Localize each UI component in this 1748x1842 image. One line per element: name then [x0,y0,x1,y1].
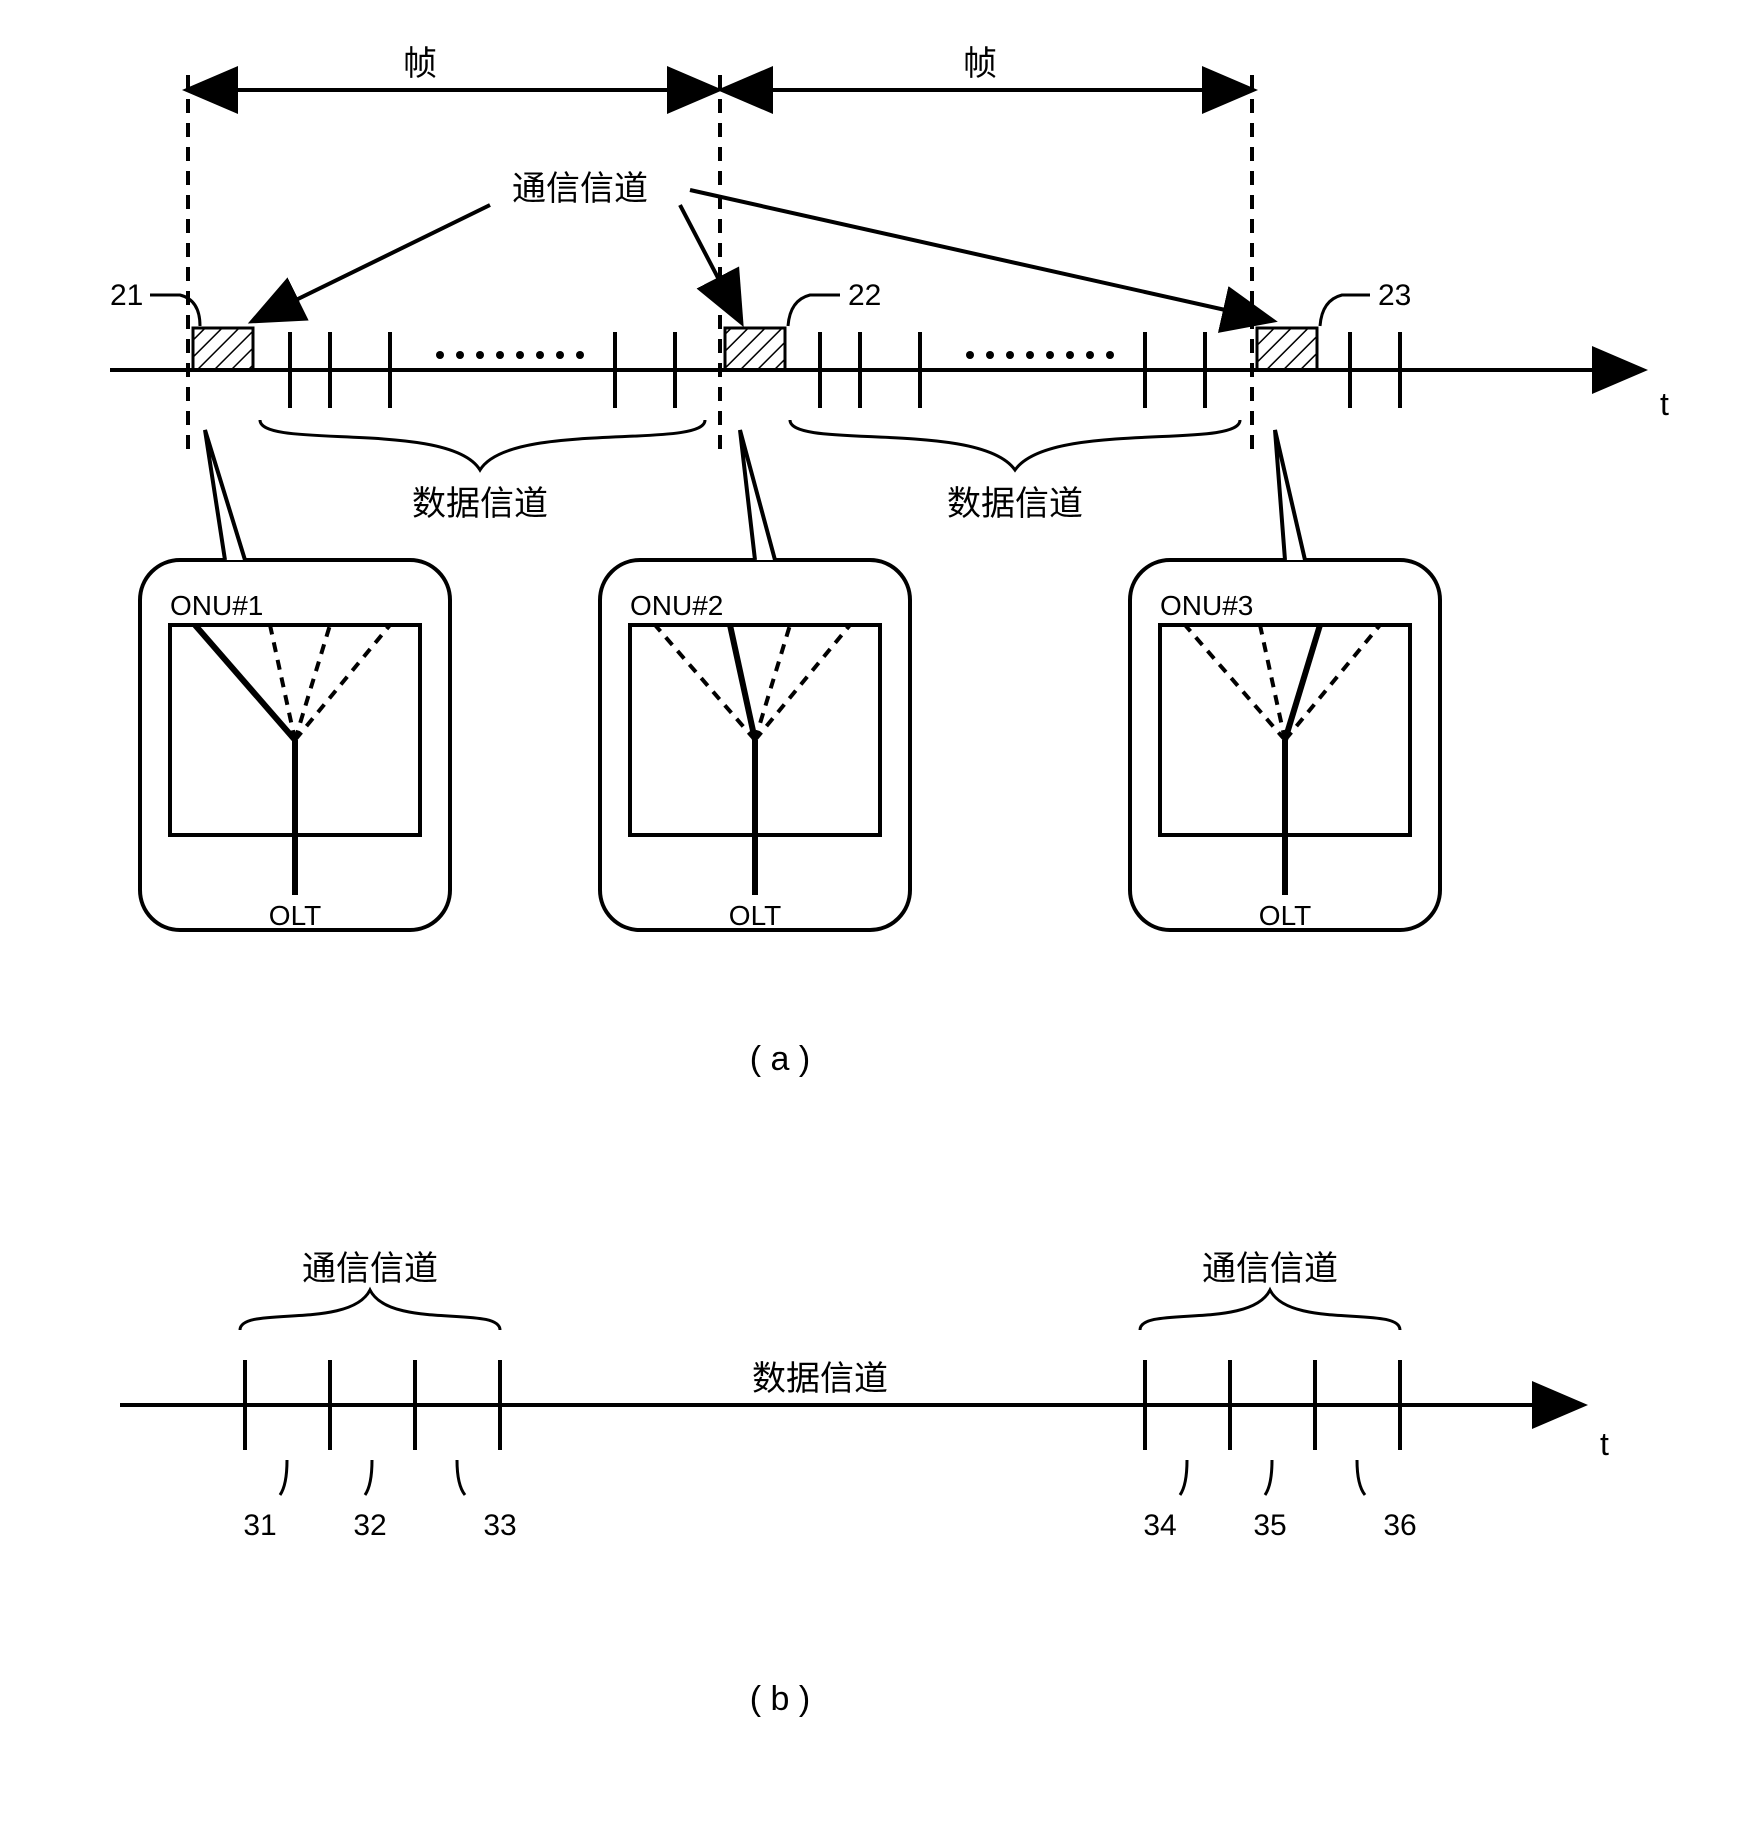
panel-b-label: ( b ) [750,1680,810,1718]
diagram-svg: 帧 帧 通信信道 t 21 22 23 [20,20,1748,1822]
diagram-b: 通信信道 通信信道 t 数据信道 31 32 33 34 [120,1250,1609,1718]
b-slot-31: 31 [243,1509,276,1542]
slot-23-id: 23 [1378,279,1411,312]
comm-brace-b2 [1140,1290,1400,1330]
callout2-bottom: OLT [729,900,781,931]
comm-label-b1: 通信信道 [302,1250,438,1288]
data-channel-label-b: 数据信道 [752,1360,888,1398]
slot-21 [193,328,253,370]
diagram-a: 帧 帧 通信信道 t 21 22 23 [110,45,1669,1078]
slot-21-id: 21 [110,279,143,312]
callout2-top: ONU#2 [630,590,723,621]
slot-21-lead [150,295,200,326]
comm-arrow-3 [690,190,1270,320]
frame1-label: 帧 [403,45,437,83]
callout-3: ONU#3 OLT [1130,430,1440,931]
callout1-bottom: OLT [269,900,321,931]
frame2-label: 帧 [963,45,997,83]
slot-23 [1257,328,1317,370]
callout-1: ONU#1 OLT [140,430,450,931]
panel-a-label: ( a ) [750,1040,810,1078]
slot-22-lead [788,295,840,326]
time-label-b: t [1600,1426,1609,1462]
data-brace-2 [790,420,1240,470]
dots-frame2 [966,351,1114,359]
callout1-top: ONU#1 [170,590,263,621]
b-slot-36: 36 [1383,1509,1416,1542]
comm-channel-label-a: 通信信道 [512,170,648,208]
data-channel-label-a1: 数据信道 [412,485,548,523]
b-slot-35: 35 [1253,1509,1286,1542]
time-label-a: t [1660,386,1669,422]
comm-label-b2: 通信信道 [1202,1250,1338,1288]
slot-22 [725,328,785,370]
slot-23-lead [1320,295,1370,326]
comm-arrow-1 [255,205,490,320]
comm-arrow-2 [680,205,740,320]
b-slot-34: 34 [1143,1509,1176,1542]
data-channel-label-a2: 数据信道 [947,485,1083,523]
callout3-top: ONU#3 [1160,590,1253,621]
dots-frame1 [436,351,584,359]
b-slot-33: 33 [483,1509,516,1542]
slot-22-id: 22 [848,279,881,312]
data-brace-1 [260,420,705,470]
callout-2: ONU#2 OLT [600,430,910,931]
comm-brace-b1 [240,1290,500,1330]
callout3-bottom: OLT [1259,900,1311,931]
b-slot-32: 32 [353,1509,386,1542]
